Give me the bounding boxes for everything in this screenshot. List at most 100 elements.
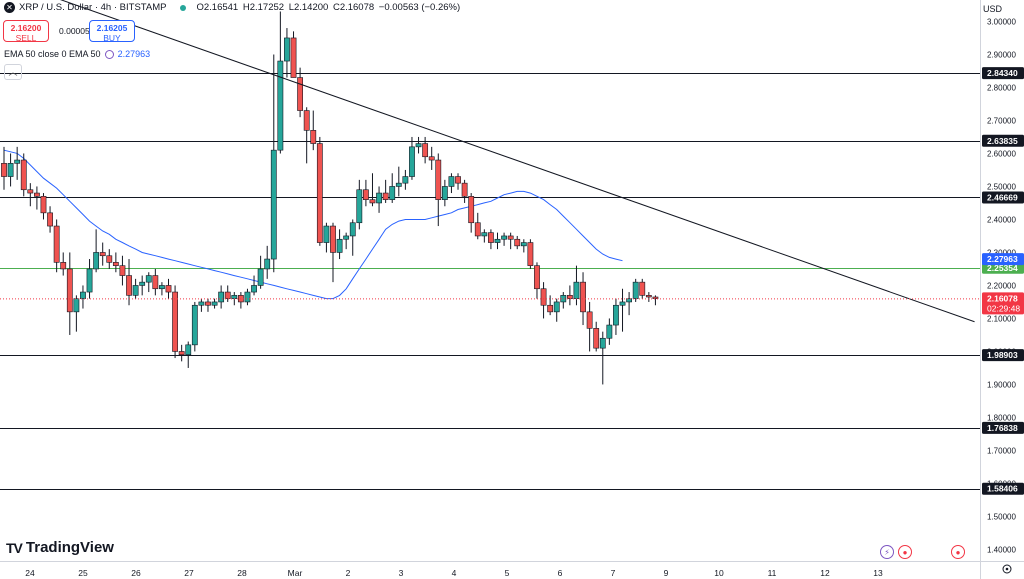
candle[interactable] (336, 229, 343, 260)
candle[interactable] (159, 282, 165, 296)
candle[interactable] (534, 262, 540, 299)
ema-price-label[interactable]: 2.27963 (982, 253, 1024, 266)
candle[interactable] (145, 272, 152, 293)
candle[interactable] (540, 282, 547, 319)
candle[interactable] (619, 288, 626, 332)
candle[interactable] (501, 232, 507, 246)
candle[interactable] (606, 318, 613, 345)
candle[interactable] (645, 292, 652, 302)
tradingview-logo[interactable]: TV TradingView (6, 539, 114, 556)
indicator-legend[interactable]: EMA 50 close 0 EMA 50 2.27963 (4, 49, 150, 59)
candle[interactable] (514, 235, 521, 250)
candle[interactable] (73, 295, 80, 332)
candle[interactable] (244, 288, 251, 306)
candle[interactable] (224, 285, 231, 302)
candle[interactable] (481, 229, 488, 243)
candle[interactable] (284, 28, 290, 78)
candle[interactable] (586, 301, 593, 352)
level-label[interactable]: 2.84340 (982, 67, 1024, 80)
symbol-title[interactable]: XRP / U.S. Dollar · 4h · BITSTAMP (19, 2, 167, 13)
candle[interactable] (376, 186, 382, 213)
us-flag-icon[interactable]: ● (898, 545, 912, 559)
candle[interactable] (560, 292, 567, 309)
candle[interactable] (527, 239, 534, 269)
candle[interactable] (474, 212, 481, 240)
candle[interactable] (362, 179, 369, 207)
candle[interactable] (126, 259, 132, 306)
candle[interactable] (47, 206, 53, 233)
candle[interactable] (369, 173, 376, 207)
candle[interactable] (448, 173, 455, 194)
candle[interactable] (323, 222, 330, 253)
candle[interactable] (580, 272, 586, 326)
candle[interactable] (613, 298, 619, 335)
candle[interactable] (455, 173, 461, 190)
candle[interactable] (139, 275, 146, 296)
collapse-legend-button[interactable]: ︿ (4, 64, 22, 80)
candle[interactable] (106, 249, 113, 269)
candle[interactable] (172, 285, 178, 359)
candle[interactable] (494, 232, 501, 250)
candle[interactable] (389, 173, 396, 203)
candle[interactable] (119, 255, 126, 286)
lightning-icon[interactable]: ⚡ (880, 545, 894, 559)
candle[interactable] (316, 136, 323, 246)
candle[interactable] (428, 146, 435, 170)
candle[interactable] (86, 259, 93, 299)
candle[interactable] (422, 136, 429, 164)
sell-button[interactable]: 2.16200 SELL (3, 20, 49, 43)
candle[interactable] (566, 285, 573, 306)
level-label[interactable]: 2.63835 (982, 134, 1024, 147)
candle[interactable] (40, 193, 47, 220)
time-axis[interactable]: 24 25 26 27 28 Mar 2 3 4 5 6 7 9 10 11 12 13 (25, 568, 883, 578)
candle[interactable] (264, 245, 271, 279)
candle[interactable] (257, 255, 264, 289)
candle[interactable] (652, 295, 659, 306)
candle[interactable] (66, 252, 73, 335)
candle[interactable] (7, 153, 14, 187)
indicator-visibility-icon[interactable] (104, 49, 114, 59)
candle[interactable] (1, 146, 7, 190)
candle[interactable] (382, 179, 389, 203)
candle[interactable] (112, 252, 119, 273)
candle[interactable] (277, 11, 284, 154)
candle[interactable] (303, 107, 310, 164)
candle[interactable] (33, 186, 40, 210)
candle[interactable] (14, 146, 21, 180)
candle[interactable] (218, 285, 225, 309)
candle[interactable] (80, 285, 86, 309)
candle[interactable] (441, 179, 448, 207)
candle[interactable] (27, 183, 34, 207)
candle[interactable] (165, 278, 172, 299)
candle[interactable] (632, 278, 639, 302)
candle[interactable] (553, 298, 560, 322)
level-label[interactable]: 1.98903 (982, 349, 1024, 362)
candle[interactable] (198, 298, 205, 312)
candle[interactable] (20, 153, 27, 197)
candle[interactable] (356, 179, 363, 230)
candle[interactable] (251, 275, 257, 296)
candle[interactable] (626, 292, 632, 316)
candle[interactable] (409, 136, 415, 180)
buy-button[interactable]: 2.16205 BUY (89, 20, 135, 43)
candle[interactable] (297, 67, 303, 118)
candle[interactable] (185, 341, 192, 368)
candle[interactable] (99, 242, 106, 266)
us-flag-event-icon[interactable]: ● (951, 545, 965, 559)
trendline[interactable] (1, 0, 975, 323)
candle[interactable] (402, 169, 409, 190)
candle[interactable] (211, 298, 218, 309)
candle[interactable] (330, 222, 336, 283)
candle[interactable] (178, 344, 185, 362)
candle[interactable] (547, 295, 554, 316)
candle[interactable] (93, 229, 100, 273)
candle[interactable] (395, 166, 402, 197)
candle[interactable] (639, 278, 646, 299)
candle[interactable] (435, 153, 442, 227)
candle[interactable] (290, 31, 297, 78)
level-label[interactable]: 1.58406 (982, 482, 1024, 495)
candle[interactable] (237, 292, 244, 309)
candle[interactable] (349, 219, 356, 256)
